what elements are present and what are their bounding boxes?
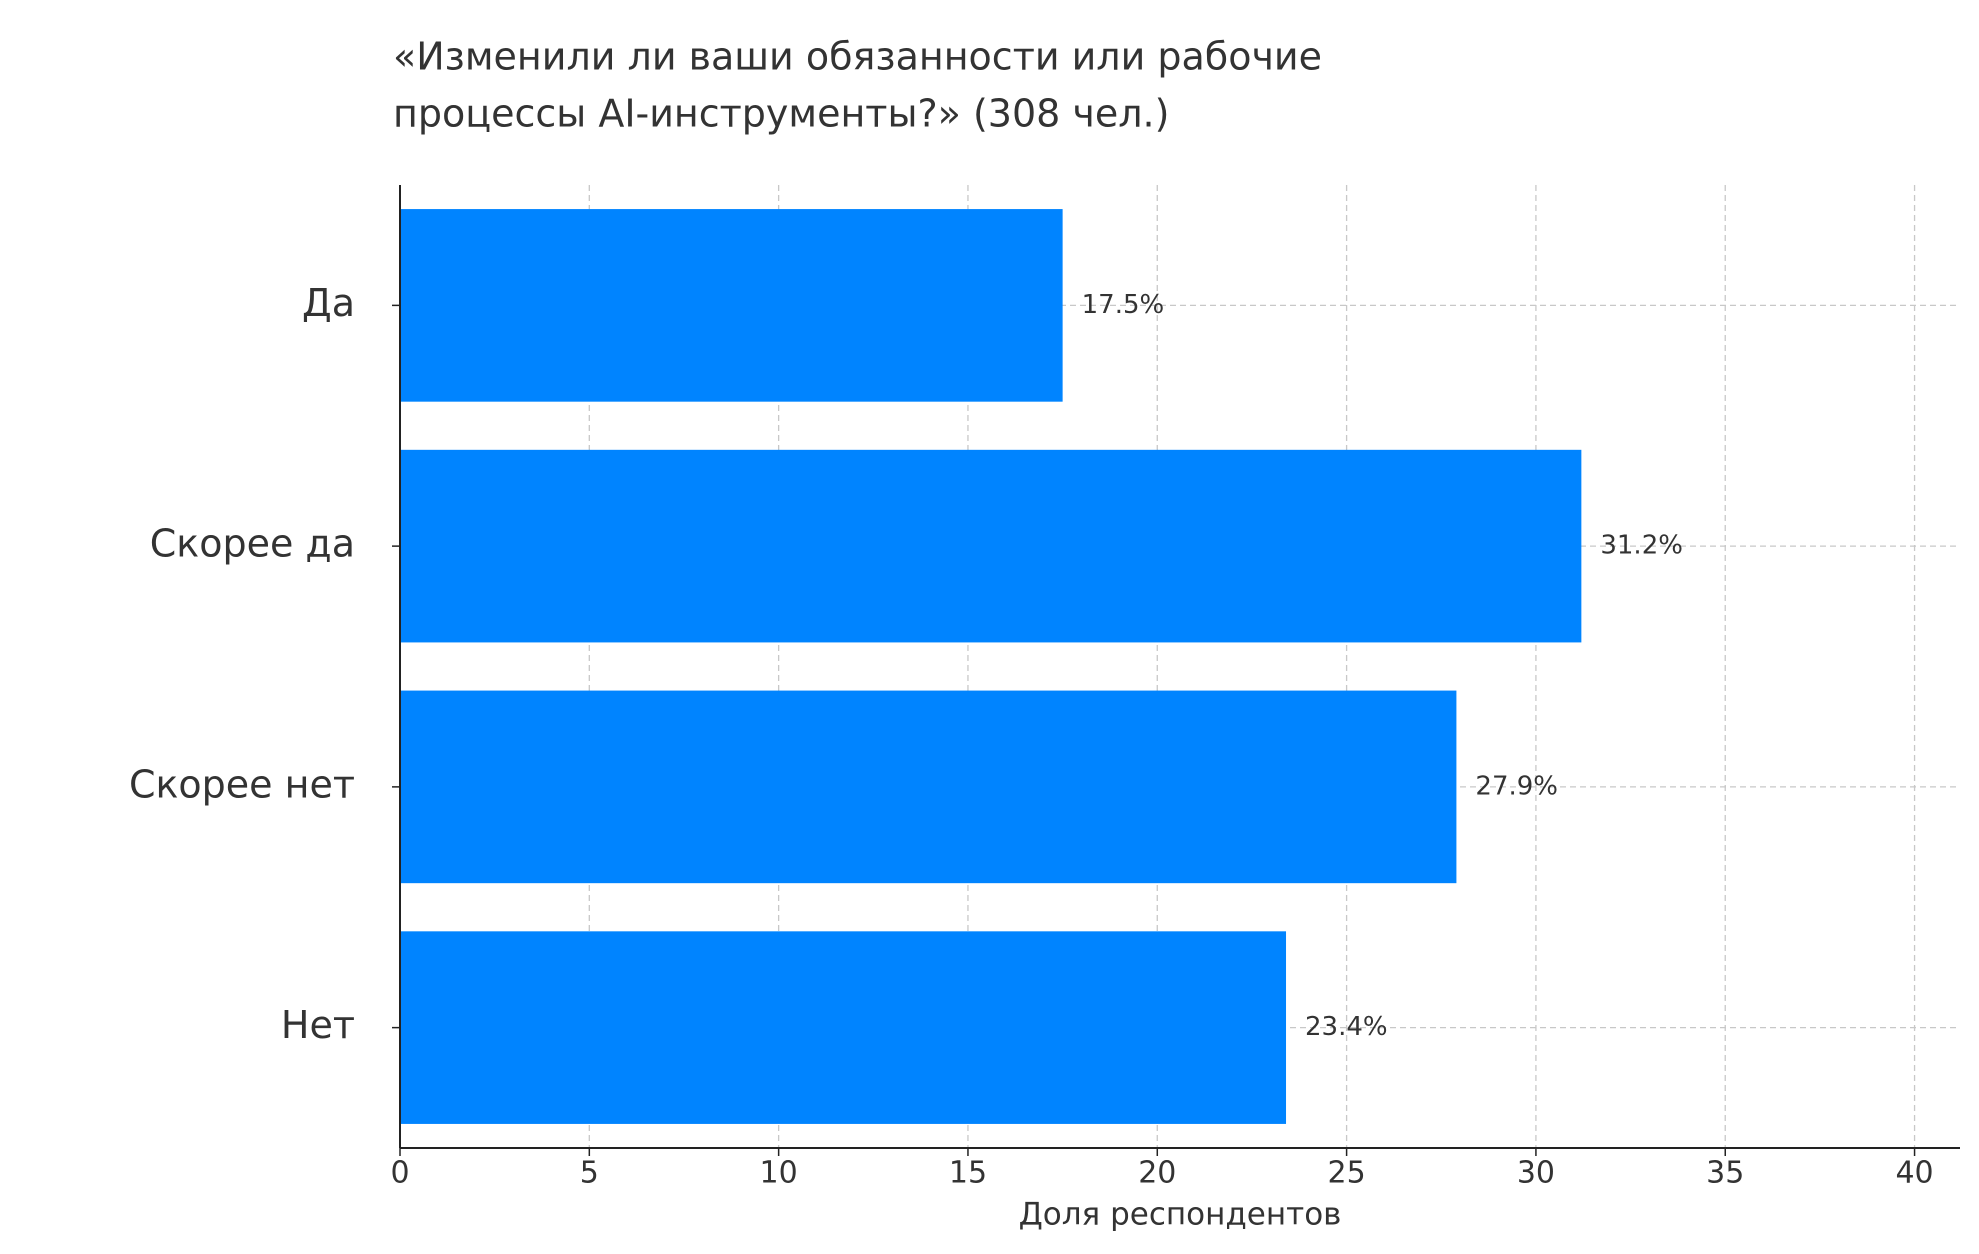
x-tick-label: 40 bbox=[1895, 1156, 1933, 1191]
bar bbox=[400, 931, 1287, 1124]
bar bbox=[400, 690, 1457, 884]
x-tick-label: 5 bbox=[580, 1156, 599, 1191]
bar bbox=[400, 209, 1063, 402]
x-tick-label: 0 bbox=[390, 1156, 409, 1191]
bar bbox=[400, 449, 1582, 643]
chart-title: «Изменили ли ваши обязанности или рабочи… bbox=[393, 35, 1322, 79]
y-tick-label: Скорее да bbox=[150, 522, 355, 566]
x-tick-label: 35 bbox=[1706, 1156, 1744, 1191]
value-label: 27.9% bbox=[1475, 771, 1558, 801]
x-tick-label: 10 bbox=[760, 1156, 798, 1191]
value-label: 17.5% bbox=[1082, 290, 1165, 320]
y-tick-label: Нет bbox=[281, 1003, 355, 1047]
x-axis-label: Доля респондентов bbox=[1019, 1197, 1342, 1233]
chart-title: процессы AI-инструменты?» (308 чел.) bbox=[393, 92, 1169, 136]
x-tick-label: 25 bbox=[1328, 1156, 1366, 1191]
y-tick-label: Да bbox=[302, 281, 355, 325]
x-tick-label: 20 bbox=[1138, 1156, 1176, 1191]
value-label: 23.4% bbox=[1305, 1012, 1388, 1042]
x-tick-label: 15 bbox=[949, 1156, 987, 1191]
value-label: 31.2% bbox=[1600, 531, 1683, 561]
y-tick-label: Скорее нет bbox=[129, 762, 355, 806]
x-tick-label: 30 bbox=[1517, 1156, 1555, 1191]
